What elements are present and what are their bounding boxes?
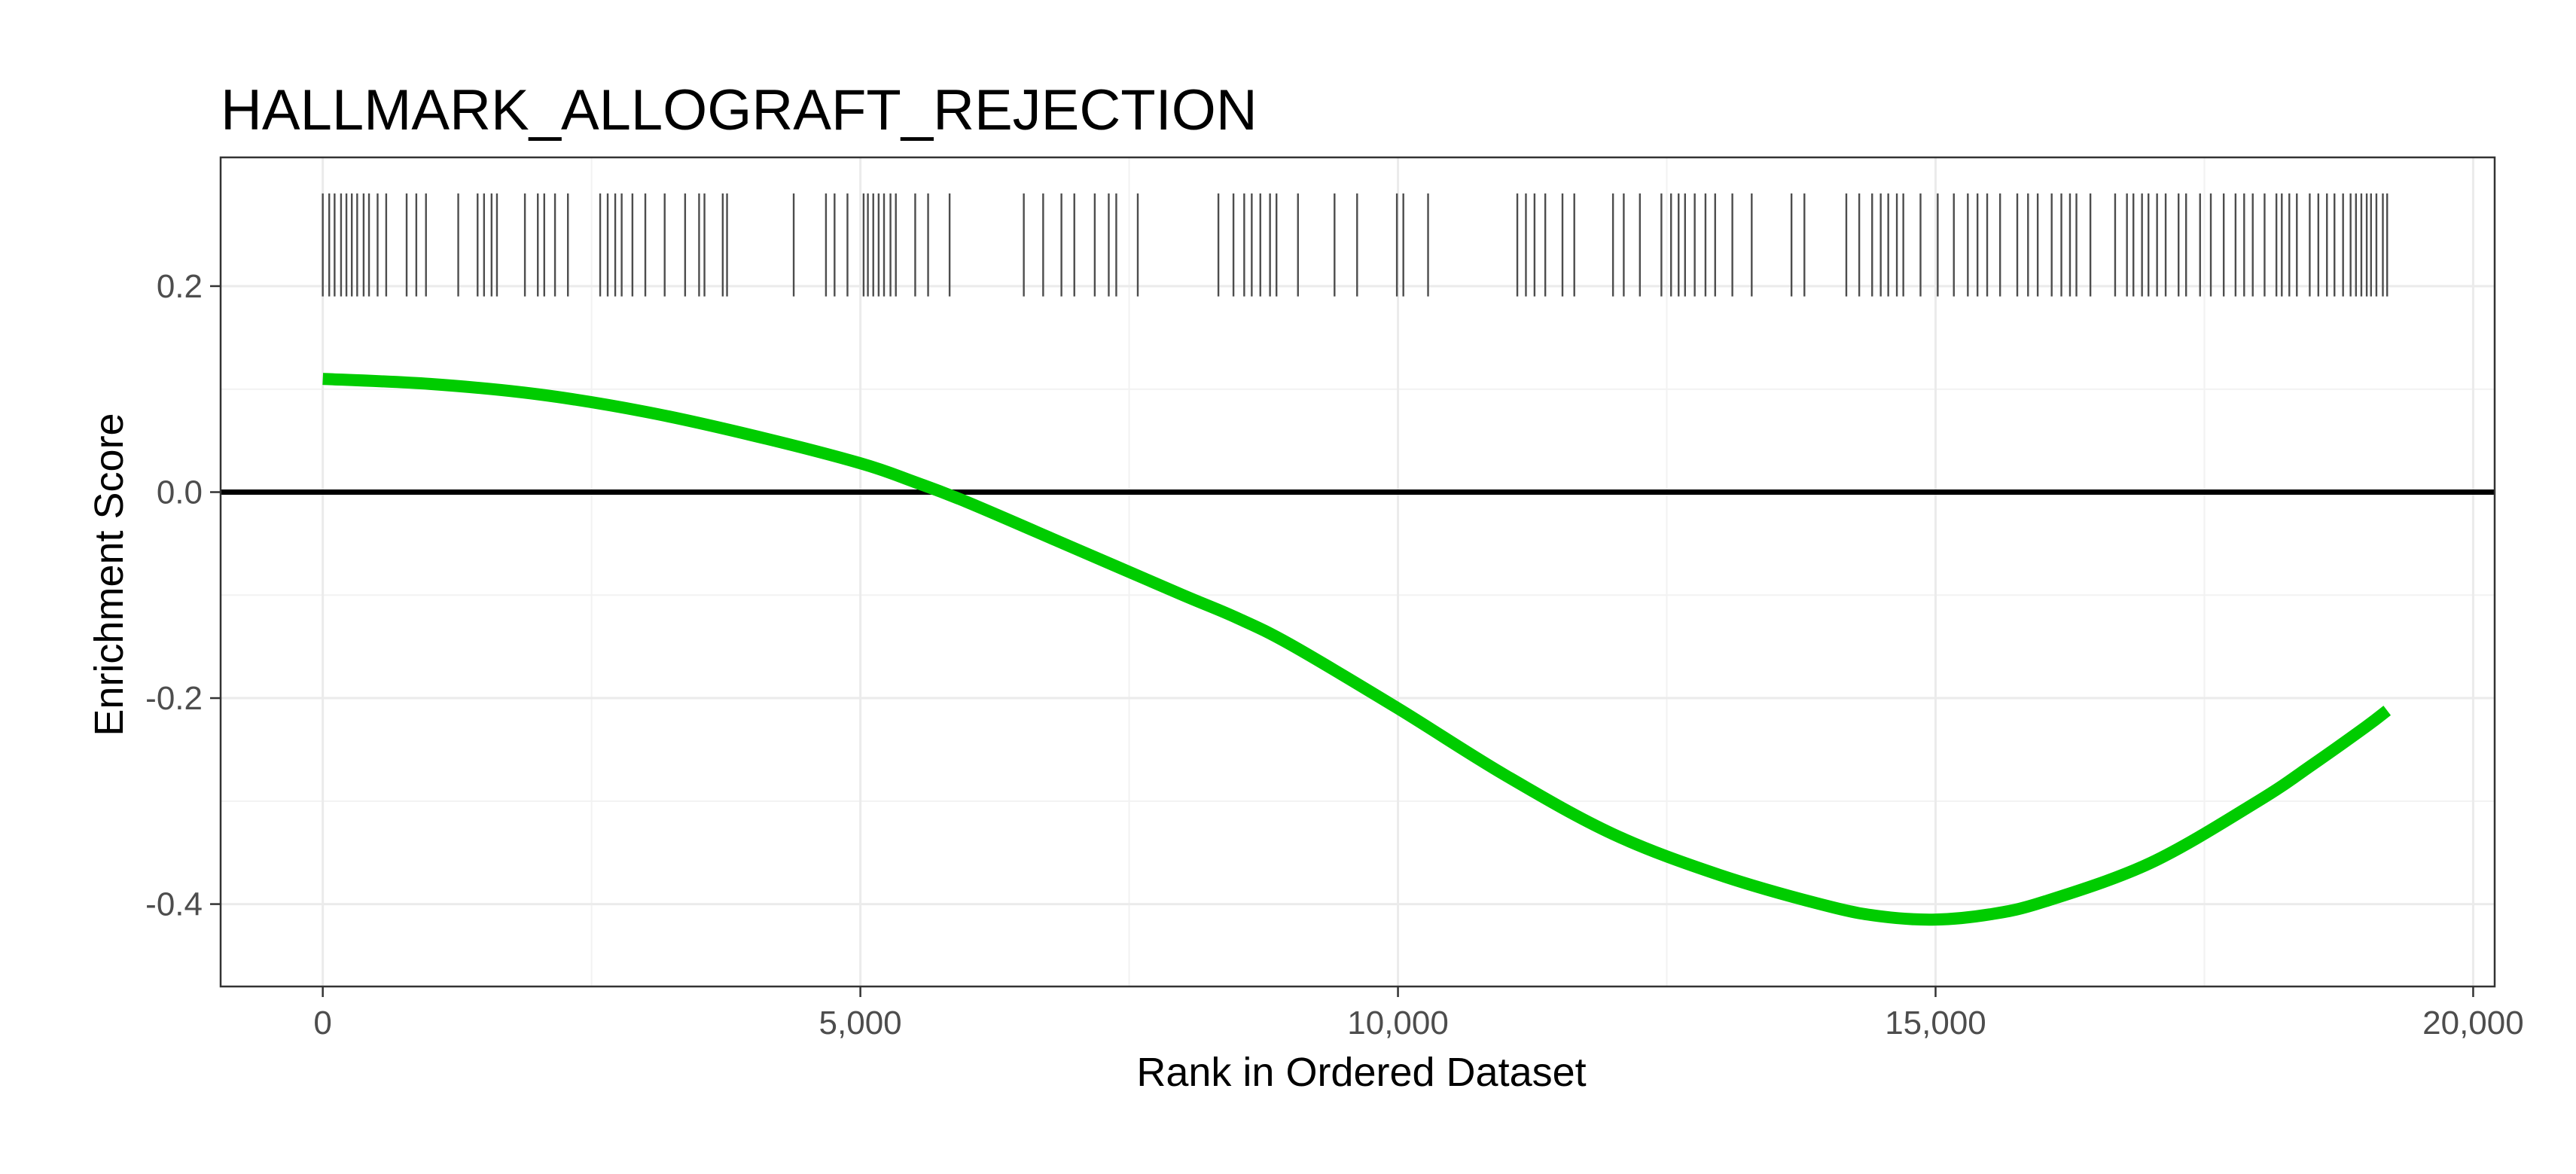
y-tick-label: 0.2 bbox=[157, 268, 203, 305]
panel-border bbox=[219, 156, 2496, 988]
x-tick-label: 5,000 bbox=[819, 1005, 902, 1041]
x-tick-label: 20,000 bbox=[2422, 1005, 2524, 1041]
x-axis: 0 5,000 10,000 15,000 20,000 bbox=[313, 986, 2524, 1041]
x-axis-title: Rank in Ordered Dataset bbox=[1136, 1050, 1586, 1095]
x-tick-label: 15,000 bbox=[1885, 1005, 1986, 1041]
y-tick-label: 0.0 bbox=[157, 474, 203, 511]
y-tick-label: -0.4 bbox=[145, 886, 203, 923]
x-tick-label: 0 bbox=[313, 1005, 331, 1041]
y-axis-title: Enrichment Score bbox=[87, 413, 132, 736]
x-tick-label: 10,000 bbox=[1347, 1005, 1449, 1041]
gene-hit-rug bbox=[322, 193, 2389, 297]
enrichment-score-curve bbox=[322, 373, 2392, 926]
chart-title: HALLMARK_ALLOGRAFT_REJECTION bbox=[221, 78, 1258, 142]
y-tick-label: -0.2 bbox=[145, 680, 203, 717]
y-axis: -0.4 -0.2 0.0 0.2 bbox=[145, 268, 221, 923]
grid-minor bbox=[221, 157, 2495, 986]
